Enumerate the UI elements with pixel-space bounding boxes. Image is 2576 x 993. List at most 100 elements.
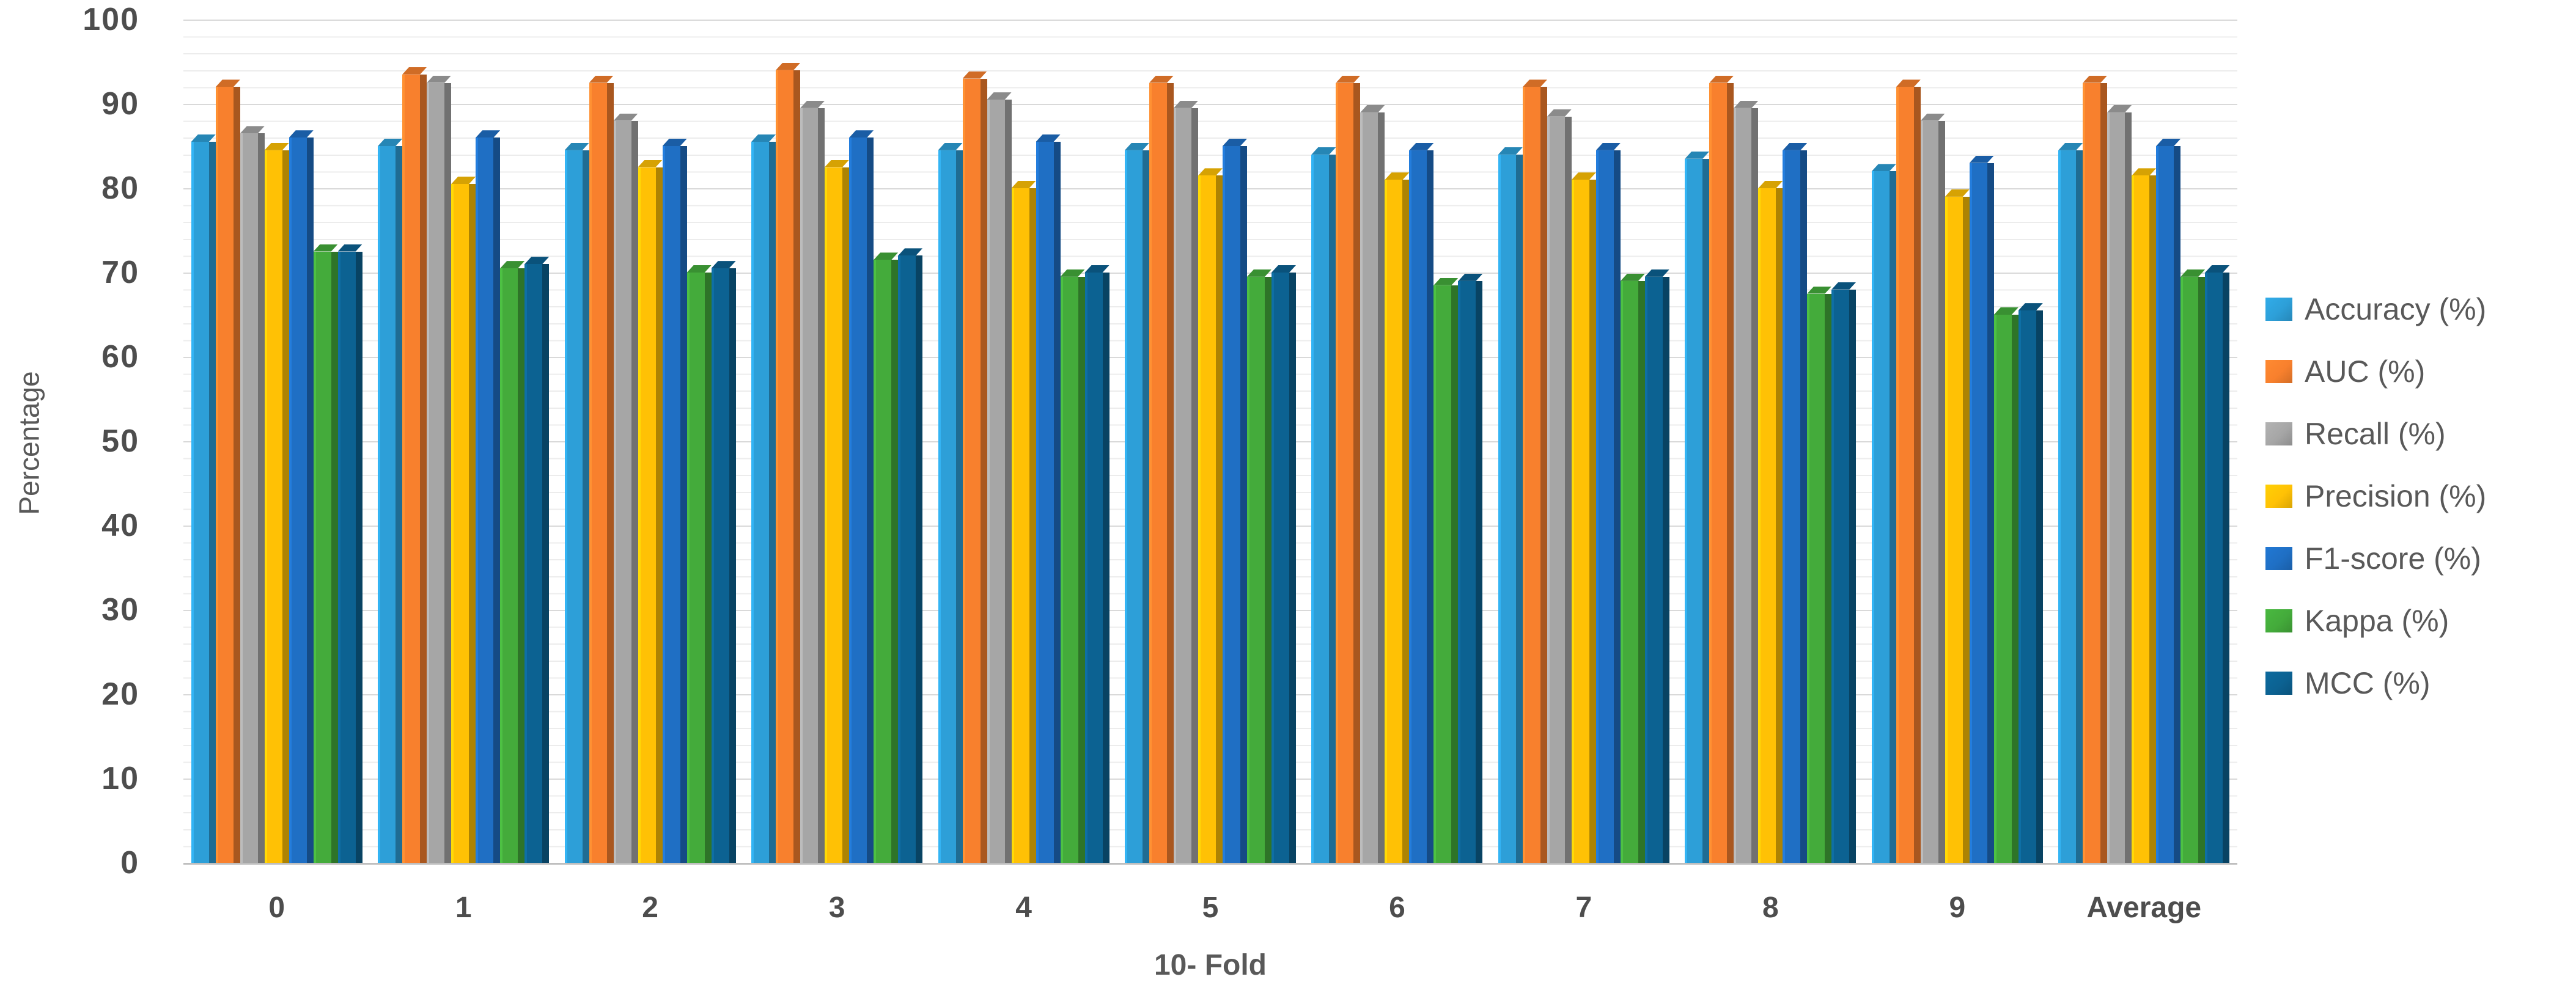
bar-front-face [638,167,656,863]
bar-auc-8 [1709,75,1734,863]
bar-f1-score-5 [1222,139,1247,863]
bar-group-7 [1490,20,1677,863]
bar-accuracy-2 [564,142,589,863]
bar-front-face [987,100,1005,863]
bar-front-face [1620,280,1638,863]
bar-recall-6 [1360,104,1385,863]
bar-side-face [1727,82,1734,863]
bar-recall-3 [800,100,825,863]
legend-item-f1-score: F1-score (%) [2265,541,2486,576]
bar-side-face [1849,289,1857,863]
legend-swatch-icon [2265,609,2292,632]
bar-front-face [1011,188,1029,863]
bar-precision-3 [825,159,850,863]
legend-label: MCC (%) [2305,666,2431,700]
bar-side-face [1191,108,1198,863]
bar-auc-4 [962,71,987,863]
bar-kappa-2 [686,265,712,863]
bar-top-face [638,159,663,167]
bar-top-face [2083,75,2108,83]
bar-top-face [289,130,314,138]
bar-recall-7 [1547,109,1572,863]
legend-item-auc: AUC (%) [2265,354,2486,389]
bar-side-face [1987,163,1994,863]
bar-recall-4 [987,92,1012,863]
bar-recall-8 [1734,100,1759,863]
y-tick-label-60: 60 [101,339,139,375]
bar-side-face [1662,276,1669,863]
bar-top-face [1644,269,1669,277]
legend-label: F1-score (%) [2305,541,2481,576]
bar-front-face [711,268,729,863]
bar-group-9 [1864,20,2050,863]
bar-side-face [1962,196,1970,863]
bar-front-face [524,264,543,863]
bar-top-face [1993,307,2018,315]
bar-auc-7 [1522,79,1547,863]
bar-front-face [191,142,209,863]
bar-front-face [1433,285,1452,863]
bar-front-face [215,87,234,863]
bar-mcc-Average [2205,265,2230,863]
bar-group-Average [2051,20,2237,863]
x-category-label-0: 0 [268,892,285,924]
bar-side-face [1053,142,1061,863]
bar-side-face [980,78,987,863]
bar-front-face [1084,273,1103,863]
bar-precision-7 [1571,172,1596,863]
bar-front-face [874,260,892,863]
legend-label: Precision (%) [2305,479,2487,513]
bar-front-face [751,142,770,863]
bar-front-face [1831,289,1850,863]
bar-mcc-4 [1084,265,1110,863]
bar-top-face [1222,139,1247,146]
bar-front-face [962,78,981,863]
bar-accuracy-1 [378,139,403,863]
bar-kappa-1 [500,261,525,863]
bar-side-face [1329,154,1336,863]
bar-front-face [898,255,916,863]
bar-front-face [2156,146,2174,863]
bar-side-face [842,167,850,863]
bar-mcc-6 [1458,273,1483,863]
bar-front-face [1871,171,1890,863]
bar-side-face [1029,188,1036,863]
legend-label: Recall (%) [2305,417,2446,451]
bar-front-face [1595,150,1614,863]
bar-top-face [1595,142,1621,150]
bar-top-face [1060,269,1085,277]
bar-side-face [955,150,963,863]
bar-recall-0 [240,126,265,863]
bar-side-face [1589,180,1596,863]
bar-front-face [1360,112,1378,863]
bar-top-face [1920,113,1945,121]
bar-front-face [1896,87,1914,863]
bar-top-face [613,113,638,121]
bar-front-face [613,120,631,863]
x-category-label-4: 4 [1015,892,1032,924]
bar-front-face [825,167,843,863]
bar-front-face [1685,158,1703,863]
bar-side-face [208,142,216,863]
x-axis-title: 10- Fold [1154,949,1267,981]
bar-accuracy-7 [1498,147,1523,863]
bar-front-face [2180,276,2199,863]
bar-group-3 [743,20,930,863]
bar-side-face [680,146,687,863]
bar-side-face [444,82,452,863]
bar-side-face [1078,276,1085,863]
bar-top-face [1173,100,1198,108]
bar-precision-4 [1011,181,1036,863]
legend-item-recall: Recall (%) [2265,417,2486,451]
legend-label: AUC (%) [2305,354,2426,389]
bar-top-face [849,130,874,138]
bar-side-face [306,137,314,863]
bar-front-face [264,150,282,863]
x-category-label-1: 1 [455,892,472,924]
y-tick-label-50: 50 [101,423,139,459]
bar-side-face [1451,285,1459,863]
bar-front-face [1222,146,1240,863]
bar-front-face [1758,188,1776,863]
bar-front-face [1498,154,1516,863]
